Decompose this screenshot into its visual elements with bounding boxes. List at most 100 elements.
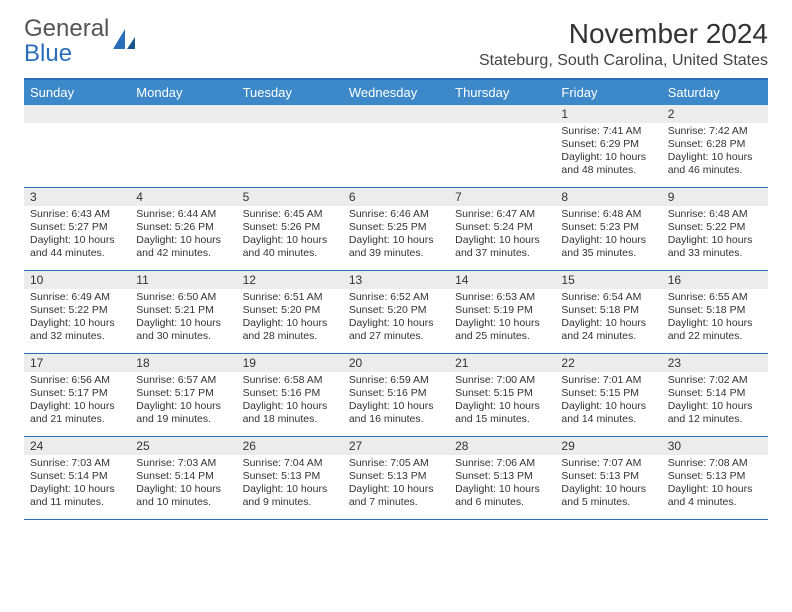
day-cell: 1Sunrise: 7:41 AMSunset: 6:29 PMDaylight… xyxy=(555,105,661,187)
daylight-text: Daylight: 10 hours and 10 minutes. xyxy=(136,483,230,509)
week-row: 17Sunrise: 6:56 AMSunset: 5:17 PMDayligh… xyxy=(24,354,768,437)
day-cell: 30Sunrise: 7:08 AMSunset: 5:13 PMDayligh… xyxy=(662,437,768,519)
day-cell: 20Sunrise: 6:59 AMSunset: 5:16 PMDayligh… xyxy=(343,354,449,436)
day-cell: 26Sunrise: 7:04 AMSunset: 5:13 PMDayligh… xyxy=(237,437,343,519)
day-number: 21 xyxy=(449,354,555,372)
day-cell: 29Sunrise: 7:07 AMSunset: 5:13 PMDayligh… xyxy=(555,437,661,519)
daylight-text: Daylight: 10 hours and 14 minutes. xyxy=(561,400,655,426)
day-cell: 27Sunrise: 7:05 AMSunset: 5:13 PMDayligh… xyxy=(343,437,449,519)
day-body: Sunrise: 6:48 AMSunset: 5:23 PMDaylight:… xyxy=(555,206,661,265)
sunset-text: Sunset: 5:18 PM xyxy=(668,304,762,317)
sunrise-text: Sunrise: 7:04 AM xyxy=(243,457,337,470)
day-cell: 13Sunrise: 6:52 AMSunset: 5:20 PMDayligh… xyxy=(343,271,449,353)
day-number xyxy=(237,105,343,123)
logo-line2: Blue xyxy=(24,40,109,68)
day-number: 2 xyxy=(662,105,768,123)
daylight-text: Daylight: 10 hours and 37 minutes. xyxy=(455,234,549,260)
daylight-text: Daylight: 10 hours and 42 minutes. xyxy=(136,234,230,260)
day-cell: 6Sunrise: 6:46 AMSunset: 5:25 PMDaylight… xyxy=(343,188,449,270)
header: General Blue November 2024 Stateburg, So… xyxy=(24,18,768,70)
day-cell: 12Sunrise: 6:51 AMSunset: 5:20 PMDayligh… xyxy=(237,271,343,353)
day-cell xyxy=(237,105,343,187)
day-number: 22 xyxy=(555,354,661,372)
day-header: Wednesday xyxy=(343,80,449,105)
daylight-text: Daylight: 10 hours and 40 minutes. xyxy=(243,234,337,260)
sunset-text: Sunset: 5:23 PM xyxy=(561,221,655,234)
day-cell: 18Sunrise: 6:57 AMSunset: 5:17 PMDayligh… xyxy=(130,354,236,436)
day-body: Sunrise: 6:44 AMSunset: 5:26 PMDaylight:… xyxy=(130,206,236,265)
day-body: Sunrise: 7:07 AMSunset: 5:13 PMDaylight:… xyxy=(555,455,661,514)
day-cell: 21Sunrise: 7:00 AMSunset: 5:15 PMDayligh… xyxy=(449,354,555,436)
daylight-text: Daylight: 10 hours and 7 minutes. xyxy=(349,483,443,509)
daylight-text: Daylight: 10 hours and 30 minutes. xyxy=(136,317,230,343)
sunset-text: Sunset: 5:13 PM xyxy=(455,470,549,483)
daylight-text: Daylight: 10 hours and 25 minutes. xyxy=(455,317,549,343)
daylight-text: Daylight: 10 hours and 5 minutes. xyxy=(561,483,655,509)
daylight-text: Daylight: 10 hours and 12 minutes. xyxy=(668,400,762,426)
daylight-text: Daylight: 10 hours and 11 minutes. xyxy=(30,483,124,509)
day-cell: 17Sunrise: 6:56 AMSunset: 5:17 PMDayligh… xyxy=(24,354,130,436)
day-cell xyxy=(24,105,130,187)
week-row: 3Sunrise: 6:43 AMSunset: 5:27 PMDaylight… xyxy=(24,188,768,271)
sunrise-text: Sunrise: 6:43 AM xyxy=(30,208,124,221)
day-cell: 19Sunrise: 6:58 AMSunset: 5:16 PMDayligh… xyxy=(237,354,343,436)
sail-icon xyxy=(111,27,137,58)
day-cell: 25Sunrise: 7:03 AMSunset: 5:14 PMDayligh… xyxy=(130,437,236,519)
day-cell: 15Sunrise: 6:54 AMSunset: 5:18 PMDayligh… xyxy=(555,271,661,353)
sunset-text: Sunset: 5:26 PM xyxy=(243,221,337,234)
day-number: 27 xyxy=(343,437,449,455)
day-number: 13 xyxy=(343,271,449,289)
day-body: Sunrise: 7:03 AMSunset: 5:14 PMDaylight:… xyxy=(130,455,236,514)
day-cell: 24Sunrise: 7:03 AMSunset: 5:14 PMDayligh… xyxy=(24,437,130,519)
sunset-text: Sunset: 5:26 PM xyxy=(136,221,230,234)
sunrise-text: Sunrise: 6:58 AM xyxy=(243,374,337,387)
daylight-text: Daylight: 10 hours and 18 minutes. xyxy=(243,400,337,426)
day-cell: 4Sunrise: 6:44 AMSunset: 5:26 PMDaylight… xyxy=(130,188,236,270)
day-body: Sunrise: 6:45 AMSunset: 5:26 PMDaylight:… xyxy=(237,206,343,265)
sunrise-text: Sunrise: 7:02 AM xyxy=(668,374,762,387)
day-body: Sunrise: 6:50 AMSunset: 5:21 PMDaylight:… xyxy=(130,289,236,348)
day-number xyxy=(24,105,130,123)
day-number: 16 xyxy=(662,271,768,289)
sunset-text: Sunset: 5:13 PM xyxy=(561,470,655,483)
daylight-text: Daylight: 10 hours and 44 minutes. xyxy=(30,234,124,260)
sunset-text: Sunset: 5:24 PM xyxy=(455,221,549,234)
week-row: 24Sunrise: 7:03 AMSunset: 5:14 PMDayligh… xyxy=(24,437,768,520)
sunrise-text: Sunrise: 6:46 AM xyxy=(349,208,443,221)
day-cell: 5Sunrise: 6:45 AMSunset: 5:26 PMDaylight… xyxy=(237,188,343,270)
day-number xyxy=(130,105,236,123)
month-title: November 2024 xyxy=(479,18,768,50)
sunrise-text: Sunrise: 6:59 AM xyxy=(349,374,443,387)
sunrise-text: Sunrise: 6:47 AM xyxy=(455,208,549,221)
day-header: Saturday xyxy=(662,80,768,105)
day-body: Sunrise: 6:57 AMSunset: 5:17 PMDaylight:… xyxy=(130,372,236,431)
sunrise-text: Sunrise: 6:48 AM xyxy=(668,208,762,221)
day-number: 1 xyxy=(555,105,661,123)
day-body: Sunrise: 6:47 AMSunset: 5:24 PMDaylight:… xyxy=(449,206,555,265)
title-block: November 2024 Stateburg, South Carolina,… xyxy=(479,18,768,70)
daylight-text: Daylight: 10 hours and 28 minutes. xyxy=(243,317,337,343)
sunset-text: Sunset: 5:20 PM xyxy=(243,304,337,317)
day-number: 26 xyxy=(237,437,343,455)
day-body: Sunrise: 6:46 AMSunset: 5:25 PMDaylight:… xyxy=(343,206,449,265)
day-body: Sunrise: 7:01 AMSunset: 5:15 PMDaylight:… xyxy=(555,372,661,431)
daylight-text: Daylight: 10 hours and 35 minutes. xyxy=(561,234,655,260)
sunset-text: Sunset: 5:13 PM xyxy=(349,470,443,483)
daylight-text: Daylight: 10 hours and 46 minutes. xyxy=(668,151,762,177)
daylight-text: Daylight: 10 hours and 22 minutes. xyxy=(668,317,762,343)
day-number: 5 xyxy=(237,188,343,206)
day-header: Sunday xyxy=(24,80,130,105)
day-body: Sunrise: 7:02 AMSunset: 5:14 PMDaylight:… xyxy=(662,372,768,431)
daylight-text: Daylight: 10 hours and 32 minutes. xyxy=(30,317,124,343)
day-number xyxy=(343,105,449,123)
sunrise-text: Sunrise: 6:57 AM xyxy=(136,374,230,387)
logo: General Blue xyxy=(24,18,137,68)
sunrise-text: Sunrise: 6:50 AM xyxy=(136,291,230,304)
daylight-text: Daylight: 10 hours and 24 minutes. xyxy=(561,317,655,343)
day-cell xyxy=(449,105,555,187)
sunset-text: Sunset: 5:20 PM xyxy=(349,304,443,317)
sunset-text: Sunset: 5:14 PM xyxy=(668,387,762,400)
day-header: Friday xyxy=(555,80,661,105)
day-header: Tuesday xyxy=(237,80,343,105)
sunset-text: Sunset: 5:19 PM xyxy=(455,304,549,317)
